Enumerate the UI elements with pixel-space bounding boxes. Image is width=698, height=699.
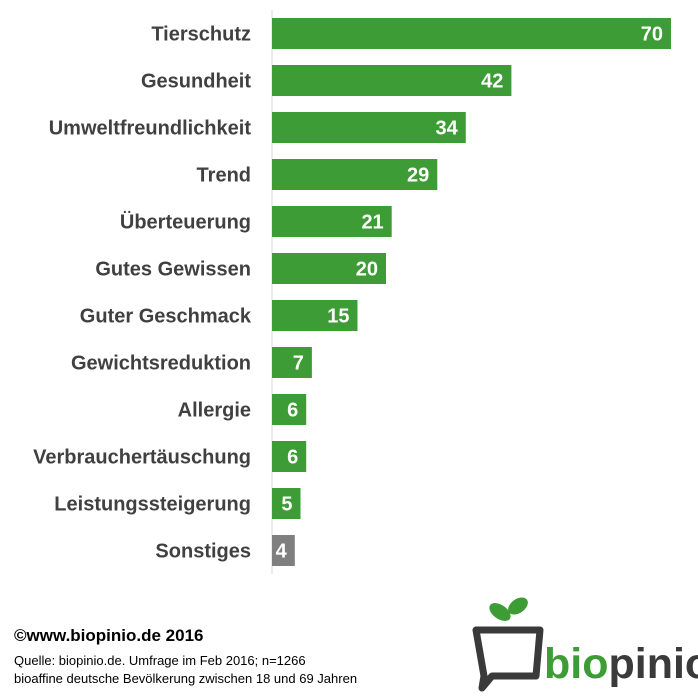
logo-wordmark-bio: bio (544, 640, 608, 688)
bar (272, 159, 438, 190)
bar (272, 347, 312, 378)
bar (272, 206, 392, 237)
bar (272, 535, 295, 566)
category-label: Gewichtsreduktion (71, 353, 251, 375)
category-label: Sonstiges (155, 541, 251, 563)
bar (272, 65, 512, 96)
category-label: Gutes Gewissen (95, 259, 251, 281)
category-label: Leistungssteigerung (54, 494, 251, 516)
bar (272, 441, 307, 472)
category-label: Verbrauchertäuschung (33, 447, 251, 469)
logo-leaf-left-icon (489, 603, 511, 621)
bar (272, 300, 358, 331)
value-label: 21 (361, 212, 383, 234)
source-note: Quelle: biopinio.de. Umfrage im Feb 2016… (14, 653, 306, 668)
category-label: Tierschutz (151, 24, 251, 46)
category-label: Allergie (178, 400, 251, 422)
value-label: 15 (327, 306, 349, 328)
bar-chart: Tierschutz 70 Gesundheit 42 Umweltfreundlich… (33, 10, 671, 574)
bar (272, 394, 307, 425)
category-label: Guter Geschmack (80, 306, 252, 328)
logo-leaf-right-icon (508, 597, 528, 615)
value-label: 5 (281, 494, 292, 516)
value-label: 6 (287, 447, 298, 469)
value-label: 42 (481, 71, 503, 93)
bars-group: Tierschutz 70 Gesundheit 42 Umweltfreundlich… (33, 18, 671, 566)
category-label: Gesundheit (141, 71, 251, 93)
logo-wordmark: biopinio (544, 640, 698, 688)
value-label: 6 (287, 400, 298, 422)
bar (272, 253, 386, 284)
value-label: 29 (407, 165, 429, 187)
category-label: Überteuerung (120, 211, 251, 234)
bar (272, 488, 301, 519)
value-label: 34 (436, 118, 459, 140)
logo-pot-icon (472, 626, 544, 692)
value-label: 7 (293, 353, 304, 375)
biopinio-logo: biopinio (472, 597, 698, 692)
bar (272, 18, 671, 49)
copyright-notice: ©www.biopinio.de 2016 (14, 626, 204, 645)
category-label: Trend (197, 165, 251, 187)
bar (272, 112, 466, 143)
value-label: 70 (641, 24, 663, 46)
value-label: 20 (356, 259, 378, 281)
category-label: Umweltfreundlichkeit (49, 118, 252, 140)
logo-wordmark-pinio: pinio (608, 640, 698, 688)
value-label: 4 (276, 541, 288, 563)
population-note: bioaffine deutsche Bevölkerung zwischen … (14, 671, 358, 686)
